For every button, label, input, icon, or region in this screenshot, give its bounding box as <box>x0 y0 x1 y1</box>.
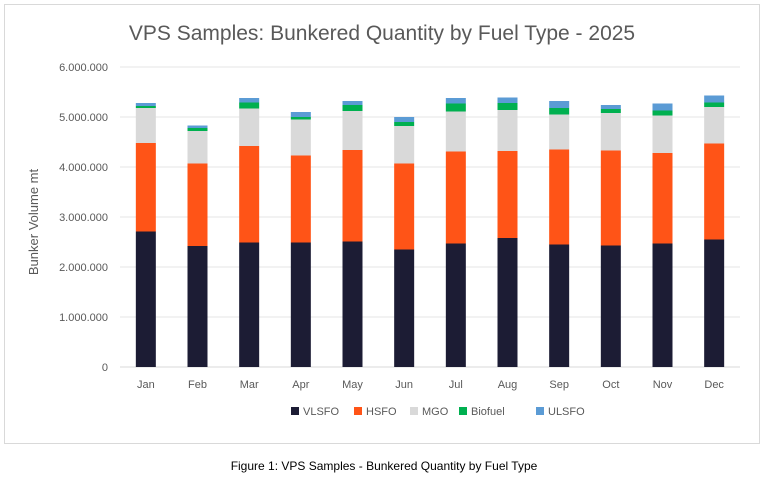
x-tick-label: May <box>342 379 363 391</box>
bar-segment-ulsfo <box>600 105 621 109</box>
bar-segment-ulsfo <box>394 117 415 122</box>
bar-segment-vlsfo <box>239 242 260 367</box>
bar-segment-vlsfo <box>704 239 725 367</box>
bar-segment-biofuel <box>394 122 415 126</box>
bar-segment-ulsfo <box>704 95 725 103</box>
bar-segment-ulsfo <box>445 98 466 104</box>
bar-segment-hsfo <box>135 143 156 232</box>
bar-segment-biofuel <box>497 103 518 110</box>
x-tick-label: Jun <box>395 379 413 391</box>
legend-label-ulsfo: ULSFO <box>548 406 585 418</box>
y-tick-label: 5.000.000 <box>59 112 108 124</box>
x-tick-label: Feb <box>188 379 207 391</box>
bar-segment-ulsfo <box>652 103 673 111</box>
legend-swatch-mgo <box>410 407 418 415</box>
bar-segment-vlsfo <box>600 245 621 367</box>
bar-segment-ulsfo <box>342 101 363 105</box>
y-tick-label: 6.000.000 <box>59 62 108 74</box>
bar-segment-hsfo <box>497 151 518 238</box>
y-axis-ticks: 0 1.000.000 2.000.000 3.000.000 4.000.000 5.0… <box>59 62 108 374</box>
bar-segment-ulsfo <box>549 101 570 108</box>
bar-segment-mgo <box>239 108 260 146</box>
y-tick-label: 0 <box>102 362 108 374</box>
legend: VLSFO HSFO MGO Biofuel ULSFO <box>291 406 585 418</box>
bar-segment-mgo <box>549 114 570 150</box>
bar-segment-mgo <box>600 113 621 151</box>
y-axis-label: Bunker Volume mt <box>26 169 41 276</box>
x-tick-label: Jan <box>137 379 155 391</box>
x-tick-label: Sep <box>549 379 569 391</box>
bar-segment-biofuel <box>445 103 466 112</box>
y-tick-label: 1.000.000 <box>59 312 108 324</box>
gridlines <box>120 66 740 368</box>
bar-segment-hsfo <box>394 163 415 250</box>
legend-label-biofuel: Biofuel <box>471 406 505 418</box>
bar-segment-hsfo <box>652 153 673 244</box>
bar-segment-mgo <box>445 111 466 152</box>
bar-segment-vlsfo <box>394 249 415 367</box>
bar-segment-vlsfo <box>187 246 208 367</box>
figure-caption: Figure 1: VPS Samples - Bunkered Quantit… <box>230 459 538 473</box>
x-tick-label: Oct <box>602 379 619 391</box>
bar-segment-mgo <box>342 111 363 150</box>
legend-label-mgo: MGO <box>422 406 449 418</box>
x-tick-label: Apr <box>292 379 309 391</box>
bar-segment-biofuel <box>290 117 311 120</box>
legend-swatch-hsfo <box>354 407 362 415</box>
legend-swatch-ulsfo <box>536 407 544 415</box>
x-tick-label: Nov <box>653 379 673 391</box>
bar-segment-hsfo <box>600 150 621 246</box>
bar-segment-ulsfo <box>239 98 260 103</box>
x-axis-ticks: Jan Feb Mar Apr May Jun Jul Aug Sep Oct Nov Dec <box>137 379 724 391</box>
bar-segment-biofuel <box>600 109 621 113</box>
bar-segment-hsfo <box>187 163 208 246</box>
bar-segment-biofuel <box>549 108 570 115</box>
bar-segment-hsfo <box>239 146 260 243</box>
bar-segment-biofuel <box>704 102 725 107</box>
y-tick-label: 3.000.000 <box>59 212 108 224</box>
bar-segment-mgo <box>187 131 208 164</box>
bar-segment-ulsfo <box>290 112 311 117</box>
bar-segment-biofuel <box>135 106 156 108</box>
bar-segment-ulsfo <box>497 97 518 103</box>
bar-segment-vlsfo <box>652 243 673 367</box>
x-tick-label: Dec <box>704 379 724 391</box>
legend-swatch-vlsfo <box>291 407 299 415</box>
chart-frame: VPS Samples: Bunkered Quantity by Fuel T… <box>4 4 760 444</box>
bar-segment-biofuel <box>342 105 363 111</box>
bar-segment-vlsfo <box>549 244 570 367</box>
x-tick-label: Aug <box>498 379 518 391</box>
bar-segment-mgo <box>290 119 311 156</box>
bar-segment-hsfo <box>290 155 311 243</box>
bar-segment-vlsfo <box>445 243 466 367</box>
chart-title: VPS Samples: Bunkered Quantity by Fuel T… <box>128 22 636 45</box>
legend-swatch-biofuel <box>459 407 467 415</box>
bar-segment-ulsfo <box>187 125 208 128</box>
y-tick-label: 2.000.000 <box>59 262 108 274</box>
bar-segment-hsfo <box>342 150 363 242</box>
bar-segment-hsfo <box>704 143 725 240</box>
y-tick-label: 4.000.000 <box>59 162 108 174</box>
bar-segment-vlsfo <box>497 238 518 367</box>
bar-segment-biofuel <box>187 128 208 131</box>
bar-segment-hsfo <box>445 151 466 244</box>
bar-segment-mgo <box>135 108 156 143</box>
bar-segment-biofuel <box>652 110 673 116</box>
bar-segment-vlsfo <box>290 242 311 367</box>
bar-segment-mgo <box>652 115 673 153</box>
bar-segment-mgo <box>704 107 725 144</box>
bar-segment-hsfo <box>549 149 570 245</box>
bar-segment-mgo <box>497 110 518 151</box>
bars <box>135 95 725 367</box>
x-tick-label: Jul <box>449 379 463 391</box>
bar-segment-vlsfo <box>135 231 156 367</box>
bar-segment-mgo <box>394 126 415 164</box>
legend-label-vlsfo: VLSFO <box>303 406 340 418</box>
x-tick-label: Mar <box>240 379 259 391</box>
bar-segment-vlsfo <box>342 241 363 367</box>
legend-label-hsfo: HSFO <box>366 406 397 418</box>
bar-segment-ulsfo <box>135 103 156 106</box>
bar-segment-biofuel <box>239 102 260 109</box>
